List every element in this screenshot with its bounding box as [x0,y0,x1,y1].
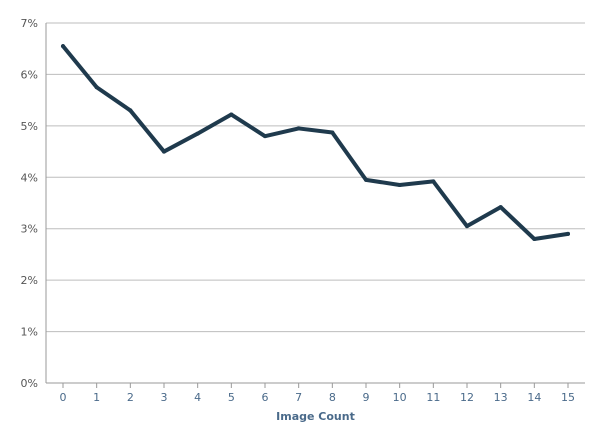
data-point-0-15 [566,231,570,236]
data-point-0-6 [263,134,267,139]
x-tick-label-9: 9 [363,391,370,404]
y-tick-labels: 0% 1% 2% 3% 4% 5% 6% 7% [21,17,38,390]
data-point-0-9 [364,177,368,182]
x-tick-label-0: 0 [60,391,67,404]
data-point-0-13 [498,205,503,210]
data-point-0-8 [330,130,335,135]
data-point-0-10 [397,183,402,187]
data-point-0-2 [128,108,133,113]
x-tick-label-15: 15 [561,391,575,404]
x-tick-label-4: 4 [194,391,201,404]
y-tick-label-4: 4% [21,171,38,184]
series-line-0 [61,44,570,241]
x-tick-label-11: 11 [426,391,440,404]
axes [45,23,585,388]
gridlines [46,22,585,333]
data-point-0-4 [195,131,200,136]
x-tick-label-6: 6 [262,391,269,404]
data-point-0-1 [94,85,99,90]
x-tick-label-7: 7 [295,391,302,404]
y-tick-label-2: 2% [21,274,38,287]
data-point-0-0 [61,44,65,49]
x-axis-label: Image Count [276,410,355,423]
x-tick-label-5: 5 [228,391,235,404]
x-tick-labels: 0 1 2 3 4 5 6 7 8 9 10 11 12 13 14 15 [60,391,576,404]
x-tick-label-14: 14 [527,391,541,404]
x-tick-label-12: 12 [460,391,474,404]
y-tick-label-3: 3% [21,223,38,236]
data-point-0-14 [532,237,537,241]
x-tick-label-13: 13 [494,391,508,404]
data-point-0-12 [465,224,469,229]
y-tick-label-1: 1% [21,326,38,339]
x-tick-label-1: 1 [93,391,100,404]
x-tick-label-10: 10 [393,391,407,404]
data-point-0-11 [431,179,436,184]
x-tick-label-8: 8 [329,391,336,404]
data-point-0-7 [296,126,301,131]
y-tick-label-0: 0% [21,377,38,390]
y-tick-label-5: 5% [21,120,38,133]
x-tick-label-3: 3 [161,391,168,404]
x-tick-label-2: 2 [127,391,134,404]
series-lines [61,44,570,241]
data-point-0-5 [229,112,234,117]
y-tick-label-7: 7% [21,17,38,30]
y-tick-label-6: 6% [21,68,38,81]
data-point-0-3 [162,149,166,154]
